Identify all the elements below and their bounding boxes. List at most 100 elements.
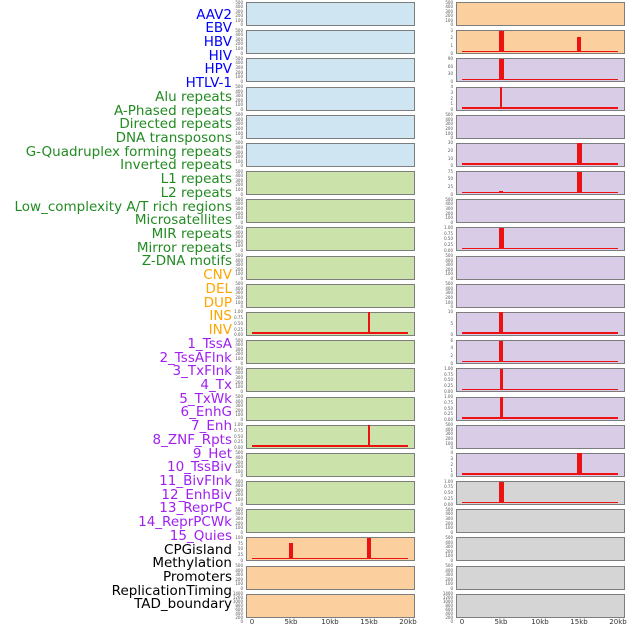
y-tick-label: 500 bbox=[235, 55, 243, 61]
y-tick-label: 400 bbox=[445, 426, 453, 432]
y-tick-label: 200 bbox=[445, 435, 453, 441]
spike-bar bbox=[498, 481, 504, 504]
y-tick-label: 100 bbox=[445, 17, 453, 23]
y-tick-label: 400 bbox=[235, 285, 243, 291]
x-tick-label: 15kb bbox=[570, 617, 588, 626]
x-tick-label: 10kb bbox=[531, 617, 549, 626]
y-tick-label: 0.00 bbox=[444, 417, 453, 423]
y-axis-ticks: 500 400 300 200 100 0 bbox=[215, 169, 243, 197]
y-tick-label: 0.50 bbox=[444, 236, 453, 242]
track-label: 12_EnhBiv bbox=[161, 486, 232, 503]
y-tick-label: 500 bbox=[445, 281, 453, 287]
track-panel bbox=[246, 311, 415, 336]
y-tick-label: 100 bbox=[235, 534, 243, 540]
y-tick-label: 200 bbox=[235, 13, 243, 19]
track-label: CPGisland bbox=[164, 541, 232, 558]
y-tick-label: 0 bbox=[240, 619, 243, 625]
y-tick-label: 4 bbox=[450, 84, 453, 90]
spike-bar bbox=[498, 227, 504, 250]
track-panel bbox=[246, 142, 415, 167]
y-tick-label: 0.00 bbox=[444, 388, 453, 394]
y-tick-label: 0.00 bbox=[234, 445, 243, 451]
spike-bar bbox=[289, 542, 293, 560]
y-tick-label: 1.00 bbox=[444, 478, 453, 484]
y-tick-label: 0 bbox=[240, 78, 243, 84]
track-panel bbox=[456, 199, 625, 224]
track-label: ReplicationTiming bbox=[111, 582, 232, 599]
y-tick-label: 1 bbox=[450, 42, 453, 48]
y-axis-ticks: 500 400 300 200 100 0 bbox=[425, 564, 453, 591]
y-axis-ticks: 1.00 0.75 0.50 0.25 0.00 bbox=[425, 478, 453, 507]
y-tick-label: 0 bbox=[450, 473, 453, 479]
y-tick-label: 2 bbox=[450, 95, 453, 101]
y-tick-label: 600 bbox=[445, 607, 453, 613]
y-tick-label: 400 bbox=[235, 116, 243, 122]
y-tick-label: 300 bbox=[445, 8, 453, 14]
y-tick-label: 0 bbox=[450, 557, 453, 563]
y-axis-ticks: 500 400 300 200 100 0 bbox=[215, 451, 243, 478]
y-axis-ticks: 500 400 300 200 100 0 bbox=[215, 366, 243, 394]
y-tick-label: 500 bbox=[445, 506, 453, 512]
y-tick-label: 0.25 bbox=[444, 383, 453, 389]
y-tick-label: 2 bbox=[450, 461, 453, 467]
track-panel bbox=[246, 227, 415, 252]
track-panel bbox=[246, 199, 415, 224]
spike-bar bbox=[367, 537, 371, 560]
y-tick-label: 0 bbox=[450, 22, 453, 28]
track-label: DUP bbox=[203, 294, 232, 311]
y-axis-ticks: 500 400 300 200 100 0 bbox=[215, 338, 243, 366]
y-tick-label: 300 bbox=[235, 459, 243, 465]
y-axis-ticks: 500 400 300 200 100 0 bbox=[215, 564, 243, 591]
y-tick-label: 200 bbox=[445, 266, 453, 272]
y-tick-label: 300 bbox=[235, 290, 243, 296]
y-tick-label: 400 bbox=[235, 454, 243, 460]
track-label: 13_ReprPC bbox=[159, 500, 232, 517]
y-tick-label: 1.00 bbox=[444, 224, 453, 230]
y-tick-label: 0.50 bbox=[444, 405, 453, 411]
y-tick-label: 0 bbox=[240, 219, 243, 225]
y-tick-label: 0.50 bbox=[234, 433, 243, 439]
spike-bar bbox=[500, 87, 502, 109]
y-tick-label: 200 bbox=[235, 182, 243, 188]
track-label: HIV bbox=[208, 47, 232, 64]
y-tick-label: 1.00 bbox=[444, 394, 453, 400]
y-tick-label: 200 bbox=[445, 210, 453, 216]
y-axis-ticks: 500 400 300 200 100 0 bbox=[215, 479, 243, 507]
y-tick-label: 300 bbox=[445, 515, 453, 521]
y-tick-label: 0 bbox=[240, 22, 243, 28]
y-tick-label: 60 bbox=[447, 63, 453, 69]
y-tick-label: 200 bbox=[235, 210, 243, 216]
y-tick-label: 6 bbox=[450, 337, 453, 343]
track-label: AAV2 bbox=[196, 6, 232, 23]
track-panel bbox=[456, 30, 625, 55]
y-axis-ticks: 1.00 0.75 0.50 0.25 0.00 bbox=[425, 224, 453, 253]
track-label: Low_complexity A/T rich regions bbox=[14, 198, 233, 215]
y-tick-label: 0 bbox=[240, 276, 243, 282]
y-axis-ticks: 500 400 300 200 100 0 bbox=[425, 535, 453, 563]
y-axis-ticks: 500 400 300 200 100 0 bbox=[215, 55, 243, 84]
signal-baseline bbox=[462, 50, 618, 53]
y-tick-label: 300 bbox=[235, 346, 243, 352]
y-axis-ticks: 500 400 300 200 100 0 bbox=[215, 282, 243, 309]
y-tick-label: 400 bbox=[445, 4, 453, 10]
track-label: A-Phased repeats bbox=[113, 102, 232, 119]
track-panel bbox=[456, 509, 625, 534]
y-tick-label: 300 bbox=[445, 431, 453, 437]
y-tick-label: 30 bbox=[447, 71, 453, 77]
y-tick-label: 100 bbox=[235, 158, 243, 164]
y-tick-label: 400 bbox=[235, 201, 243, 207]
y-tick-label: 500 bbox=[235, 563, 243, 569]
y-tick-label: 300 bbox=[445, 205, 453, 211]
y-tick-label: 200 bbox=[445, 126, 453, 131]
y-tick-label: 500 bbox=[445, 112, 453, 118]
y-tick-label: 2 bbox=[450, 352, 453, 358]
y-tick-label: 300 bbox=[235, 262, 243, 268]
y-tick-label: 1.00 bbox=[234, 309, 243, 315]
track-panel bbox=[246, 340, 415, 365]
track-panel bbox=[246, 171, 415, 196]
y-tick-label: 1400 bbox=[442, 591, 453, 597]
signal-baseline bbox=[462, 360, 618, 363]
y-axis-ticks: 10 5 0 bbox=[425, 310, 453, 337]
spike-bar bbox=[499, 190, 503, 194]
y-tick-label: 300 bbox=[235, 515, 243, 521]
